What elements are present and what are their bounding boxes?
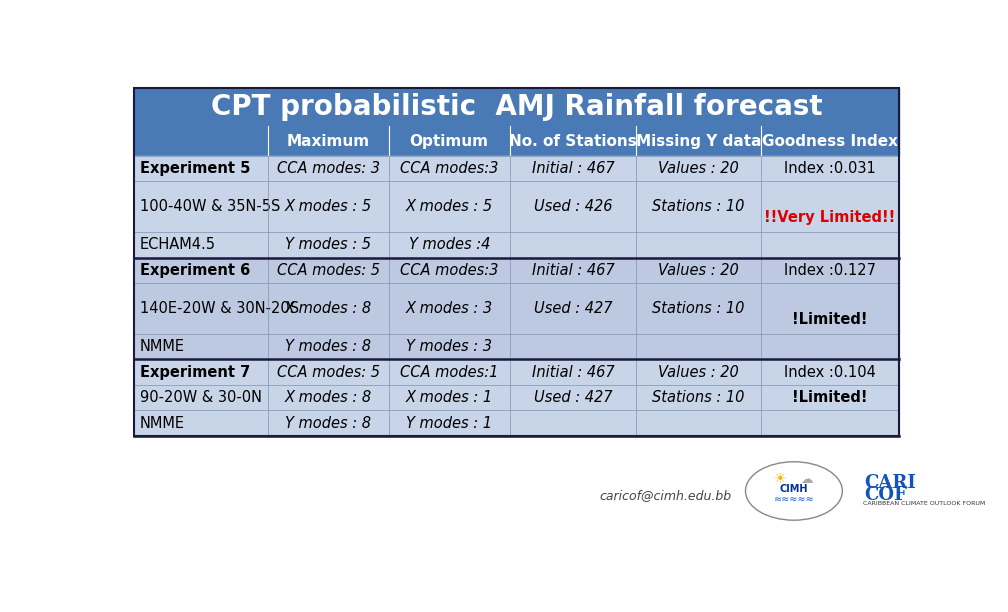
Text: X modes : 5: X modes : 5	[405, 200, 493, 214]
Text: Stations : 10: Stations : 10	[652, 301, 745, 316]
Text: Y modes : 1: Y modes : 1	[406, 416, 492, 431]
Text: Initial : 467: Initial : 467	[531, 365, 614, 379]
Text: ECHAM4.5: ECHAM4.5	[140, 237, 216, 253]
Bar	[134, 258, 899, 283]
Text: !Limited!: !Limited!	[792, 390, 868, 405]
Text: Initial : 467: Initial : 467	[531, 161, 614, 176]
Text: Index :0.127: Index :0.127	[784, 263, 876, 278]
Text: NMME: NMME	[140, 416, 185, 431]
Text: Values : 20: Values : 20	[658, 161, 739, 176]
Bar	[134, 385, 899, 411]
Text: NMME: NMME	[140, 339, 185, 354]
Bar	[134, 126, 899, 156]
Text: CCA modes:3: CCA modes:3	[400, 161, 498, 176]
Text: CARI: CARI	[864, 474, 916, 493]
Text: Experiment 6: Experiment 6	[140, 263, 250, 278]
Bar	[134, 283, 899, 334]
Text: CCA modes: 3: CCA modes: 3	[277, 161, 380, 176]
Text: Index :0.104: Index :0.104	[784, 365, 876, 379]
Text: Index :0.031: Index :0.031	[784, 161, 876, 176]
Text: COF: COF	[864, 486, 907, 504]
Bar	[134, 334, 899, 359]
Text: !Limited!: !Limited!	[792, 312, 868, 327]
Text: CCA modes: 5: CCA modes: 5	[277, 365, 380, 379]
Text: CCA modes:1: CCA modes:1	[400, 365, 498, 379]
Text: No. of Stations: No. of Stations	[509, 133, 637, 149]
Text: Experiment 5: Experiment 5	[140, 161, 250, 176]
Bar	[134, 88, 899, 126]
Bar	[134, 411, 899, 436]
Text: ☁: ☁	[800, 472, 812, 486]
Text: CCA modes:3: CCA modes:3	[400, 263, 498, 278]
Text: X modes : 8: X modes : 8	[284, 301, 372, 316]
Text: Initial : 467: Initial : 467	[531, 263, 614, 278]
Text: ☀: ☀	[773, 472, 786, 486]
Text: Missing Y data: Missing Y data	[636, 133, 761, 149]
Text: Stations : 10: Stations : 10	[652, 390, 745, 405]
Circle shape	[746, 462, 843, 520]
Text: X modes : 1: X modes : 1	[405, 390, 493, 405]
Bar	[134, 88, 899, 436]
Text: X modes : 8: X modes : 8	[284, 390, 372, 405]
Text: Values : 20: Values : 20	[658, 263, 739, 278]
Text: Used : 426: Used : 426	[533, 200, 612, 214]
Text: Used : 427: Used : 427	[533, 390, 612, 405]
Text: Experiment 7: Experiment 7	[140, 365, 250, 379]
Text: 140E-20W & 30N-20S: 140E-20W & 30N-20S	[140, 301, 299, 316]
Text: CPT probabilistic  AMJ Rainfall forecast: CPT probabilistic AMJ Rainfall forecast	[211, 93, 823, 121]
Bar	[134, 232, 899, 258]
Text: Maximum: Maximum	[286, 133, 370, 149]
Text: caricof@cimh.edu.bb: caricof@cimh.edu.bb	[599, 489, 731, 502]
Text: Y modes : 5: Y modes : 5	[285, 237, 371, 253]
Text: Used : 427: Used : 427	[533, 301, 612, 316]
Text: CARIBBEAN CLIMATE OUTLOOK FORUM: CARIBBEAN CLIMATE OUTLOOK FORUM	[863, 501, 985, 506]
Text: CCA modes: 5: CCA modes: 5	[277, 263, 380, 278]
Text: Y modes :4: Y modes :4	[408, 237, 490, 253]
Text: X modes : 3: X modes : 3	[405, 301, 493, 316]
Bar	[134, 359, 899, 385]
Text: Y modes : 8: Y modes : 8	[285, 339, 371, 354]
Text: X modes : 5: X modes : 5	[284, 200, 372, 214]
Text: 100-40W & 35N-5S: 100-40W & 35N-5S	[140, 200, 280, 214]
Text: Goodness Index: Goodness Index	[762, 133, 898, 149]
Text: CIMH: CIMH	[779, 484, 808, 494]
Text: Stations : 10: Stations : 10	[652, 200, 745, 214]
Text: Values : 20: Values : 20	[658, 365, 739, 379]
Bar	[134, 156, 899, 181]
Text: ≈≈≈≈≈: ≈≈≈≈≈	[773, 494, 814, 504]
Text: Optimum: Optimum	[409, 133, 489, 149]
Text: Y modes : 8: Y modes : 8	[285, 416, 371, 431]
Text: Y modes : 3: Y modes : 3	[406, 339, 492, 354]
Text: 90-20W & 30-0N: 90-20W & 30-0N	[140, 390, 262, 405]
Text: !!Very Limited!!: !!Very Limited!!	[764, 211, 896, 225]
Bar	[134, 181, 899, 232]
